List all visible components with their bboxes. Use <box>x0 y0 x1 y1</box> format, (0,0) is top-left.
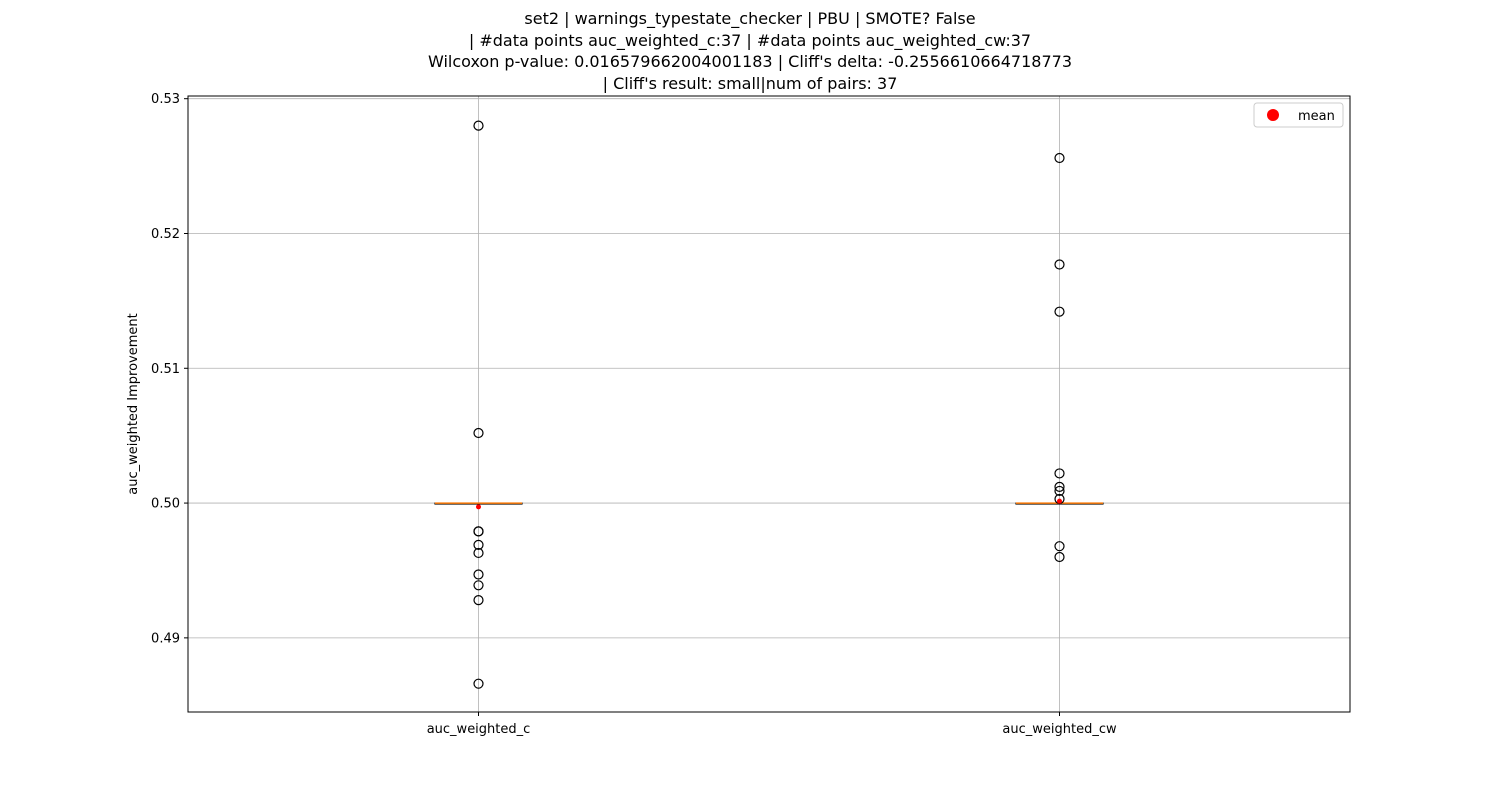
y-tick-label: 0.53 <box>151 92 180 107</box>
flier-point <box>473 427 484 439</box>
legend-mean-label: mean <box>1298 109 1335 124</box>
flier-point <box>473 539 484 550</box>
flier-point <box>473 595 484 606</box>
grid <box>188 96 1350 712</box>
flier-point <box>1054 551 1065 563</box>
flier-point <box>473 547 484 559</box>
mean-marker <box>1057 498 1062 504</box>
flier-point <box>1054 481 1065 492</box>
flier-point <box>1054 152 1065 164</box>
flier-point <box>1054 468 1065 479</box>
plot-frame <box>187 95 1351 713</box>
y-tick-label: 0.52 <box>151 227 180 242</box>
ticks: 0.49 0.50 0.51 0.52 0.53 auc_weighted_c auc_we… <box>151 92 1117 737</box>
x-tick-label: auc_weighted_cw <box>1002 722 1117 737</box>
chart-title: set2 | warnings_typestate_checker | PBU … <box>0 8 1500 94</box>
title-line-4: | Cliff's result: small|num of pairs: 37 <box>602 73 898 93</box>
flier-point <box>473 678 484 689</box>
flier-point <box>1054 541 1065 552</box>
y-tick-label: 0.51 <box>151 362 180 377</box>
legend-mean-marker <box>1267 109 1279 121</box>
flier-point <box>1054 259 1065 270</box>
flier-point <box>1054 306 1065 317</box>
flier-point <box>473 526 484 537</box>
legend-frame <box>1253 102 1344 128</box>
x-tick-label: auc_weighted_c <box>427 722 531 737</box>
flier-point <box>1054 485 1065 497</box>
legend: mean <box>1253 102 1344 128</box>
title-line-2: | #data points auc_weighted_c:37 | #data… <box>468 30 1032 50</box>
y-tick-label: 0.50 <box>151 497 180 512</box>
title-line-1: set2 | warnings_typestate_checker | PBU … <box>524 9 976 28</box>
y-axis-label: auc_weighted Improvement <box>126 313 141 495</box>
y-tick-label: 0.49 <box>151 631 180 646</box>
mean-marker <box>476 504 481 510</box>
flier-point <box>473 120 484 131</box>
flier-point <box>473 569 484 580</box>
fliers <box>473 120 1065 689</box>
means <box>476 498 1062 510</box>
title-line-3: Wilcoxon p-value: 0.016579662004001183 |… <box>427 52 1072 71</box>
flier-point <box>473 580 484 591</box>
